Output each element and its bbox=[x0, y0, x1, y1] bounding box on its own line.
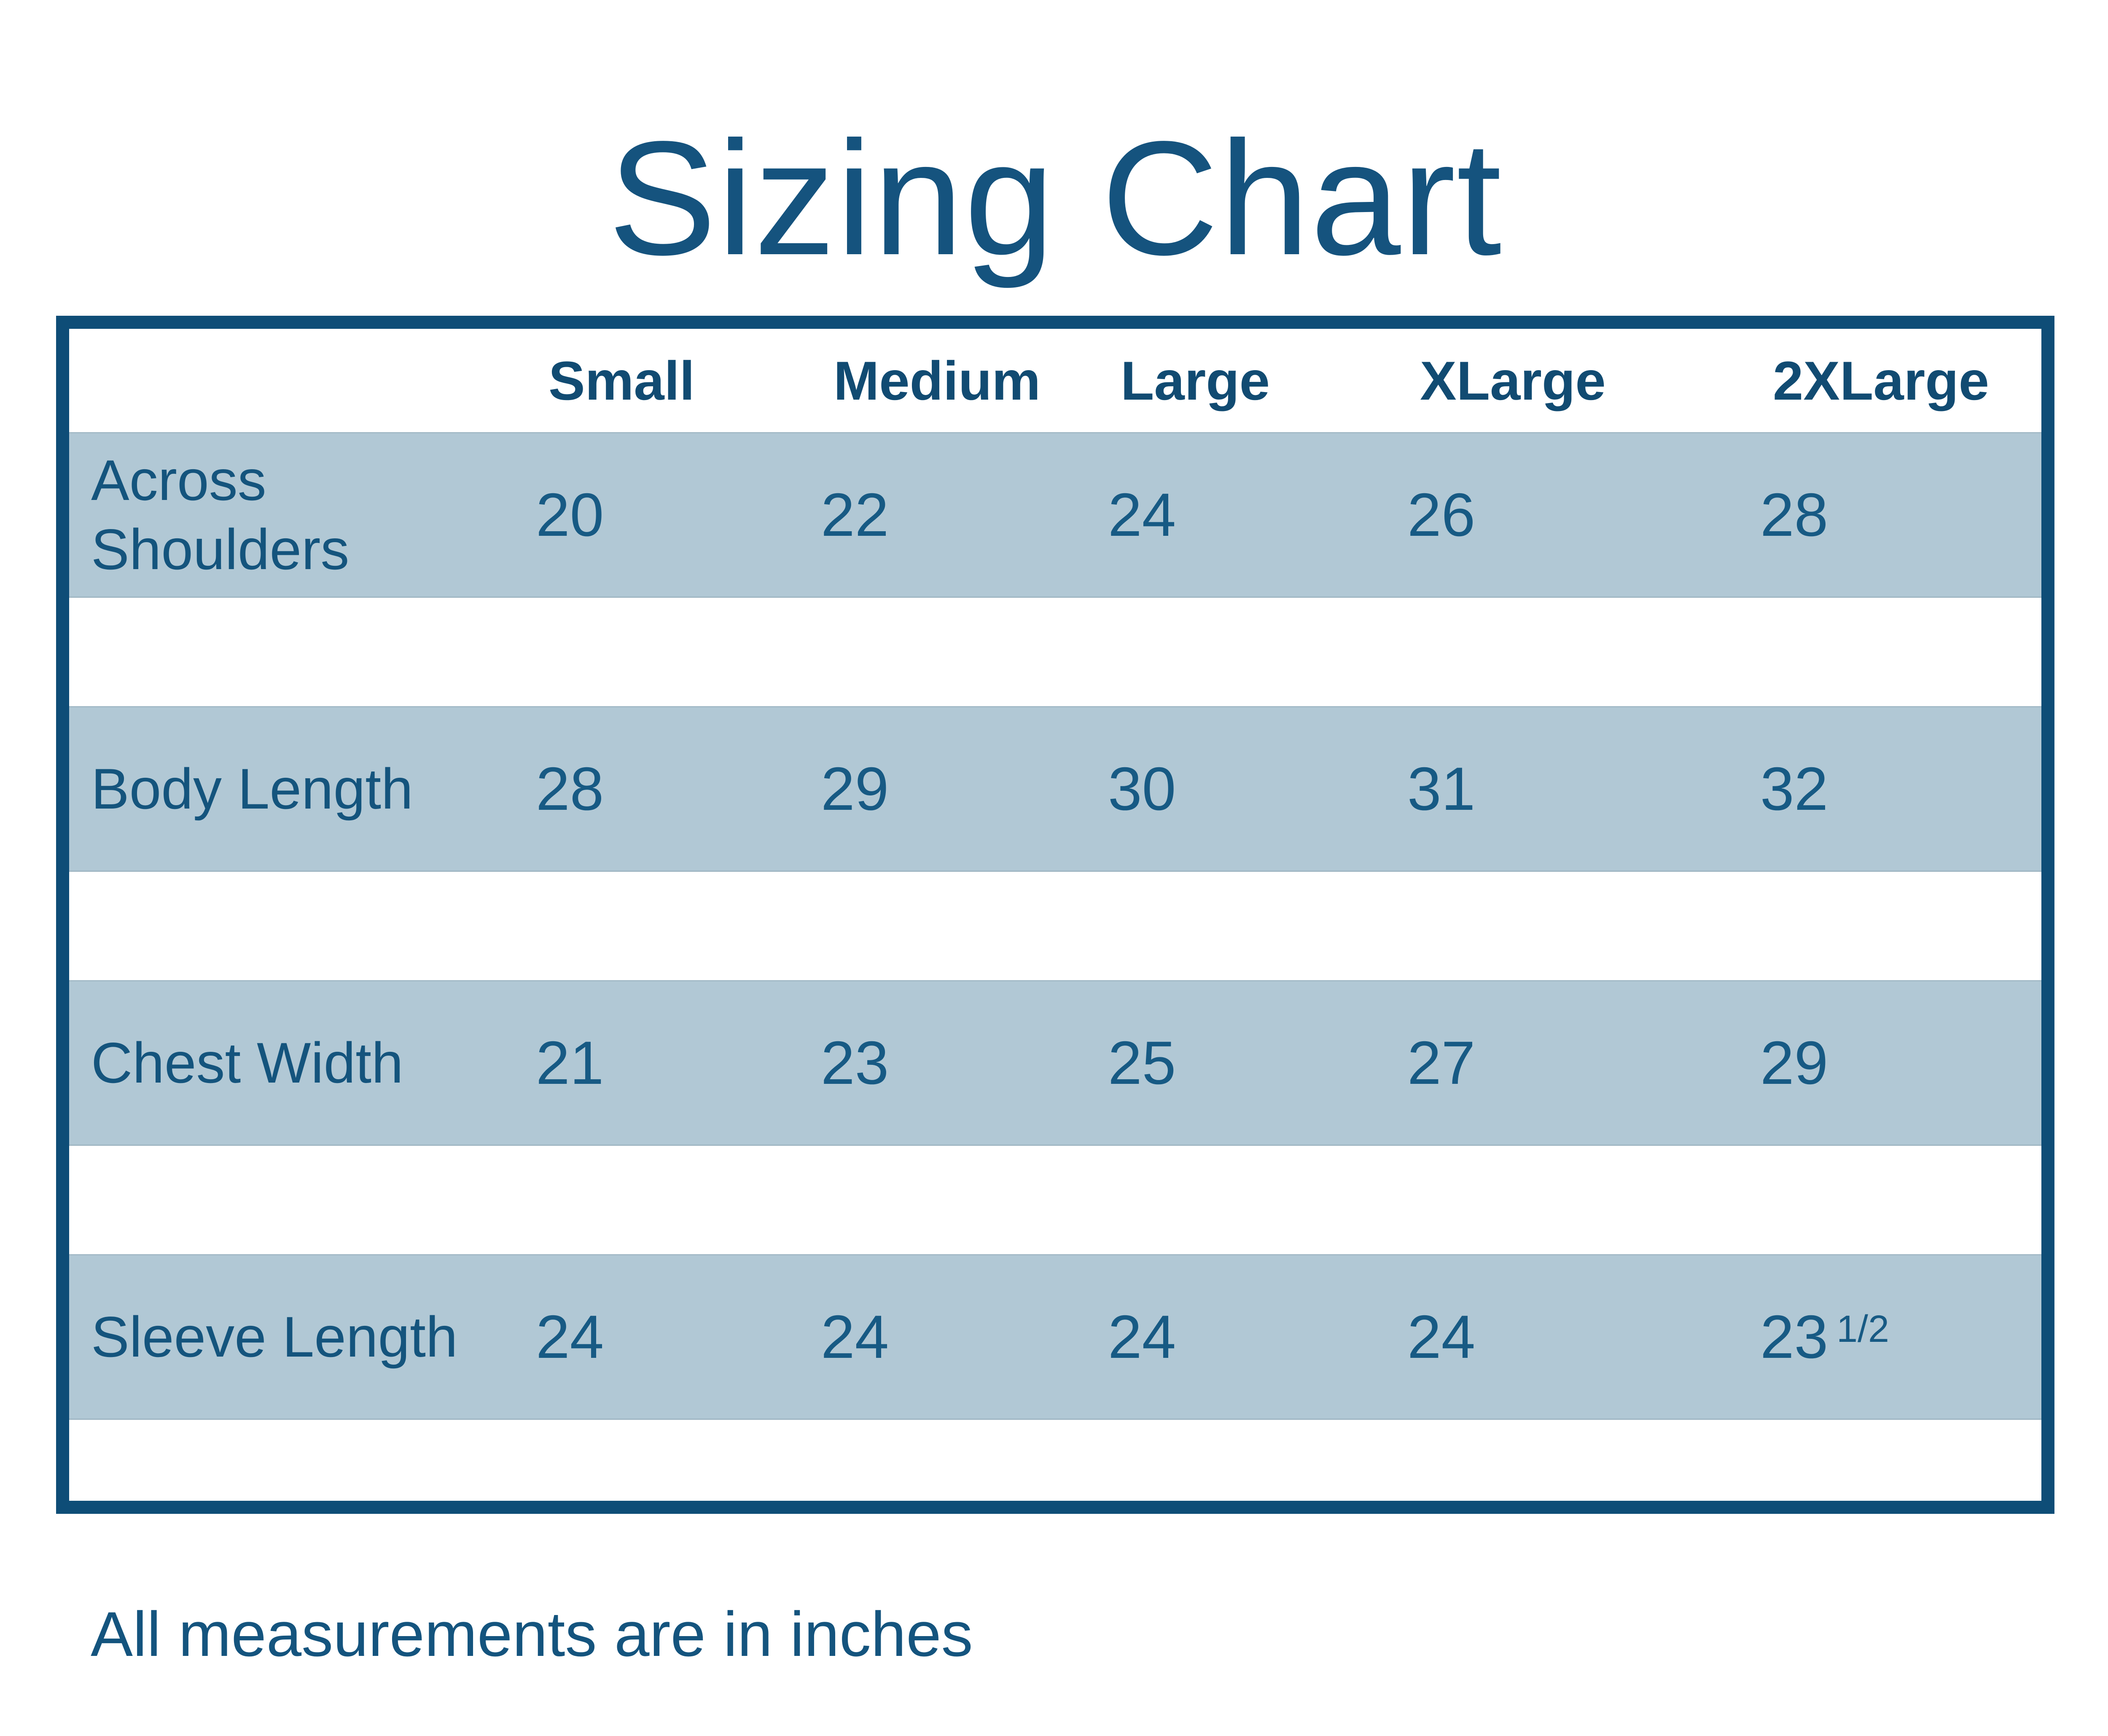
row-label: Across Shoulders bbox=[91, 448, 350, 581]
size-value: 31 bbox=[1407, 755, 1476, 823]
size-value: 21 bbox=[536, 1029, 604, 1097]
size-value: 22 bbox=[821, 481, 889, 549]
table-row-body-length: Body Length 28 29 30 31 32 bbox=[69, 706, 2041, 872]
row-spacer bbox=[69, 598, 2041, 706]
size-value: 24 bbox=[1108, 1303, 1176, 1371]
row-spacer-last bbox=[69, 1420, 2041, 1500]
size-value: 28 bbox=[536, 755, 604, 823]
row-label: Sleeve Length bbox=[91, 1304, 458, 1369]
size-value: 25 bbox=[1108, 1029, 1176, 1097]
measurements-note: All measurements are in inches bbox=[91, 1599, 973, 1669]
table-row-chest-width: Chest Width 21 23 25 27 29 bbox=[69, 980, 2041, 1146]
size-value: 24 bbox=[536, 1303, 604, 1371]
sizing-table: Small Medium Large XLarge 2XLarge Across… bbox=[56, 316, 2054, 1514]
size-value-whole: 23 bbox=[1760, 1303, 1828, 1371]
table-row-sleeve-length: Sleeve Length 24 24 24 24 23 1/2 bbox=[69, 1254, 2041, 1420]
size-value: 24 bbox=[821, 1303, 889, 1371]
column-header-medium: Medium bbox=[834, 349, 1041, 411]
fraction-superscript: 1/2 bbox=[1836, 1308, 1890, 1351]
column-header-2xlarge: 2XLarge bbox=[1773, 349, 1990, 411]
table-header-row: Small Medium Large XLarge 2XLarge bbox=[69, 329, 2041, 432]
size-value: 24 bbox=[1108, 481, 1176, 549]
size-value: 27 bbox=[1407, 1029, 1476, 1097]
size-value: 23 bbox=[821, 1029, 889, 1097]
size-value: 30 bbox=[1108, 755, 1176, 823]
size-value: 20 bbox=[536, 481, 604, 549]
size-value: 29 bbox=[1760, 1029, 1828, 1097]
size-value: 24 bbox=[1407, 1303, 1476, 1371]
row-spacer bbox=[69, 872, 2041, 980]
column-header-xlarge: XLarge bbox=[1420, 349, 1606, 411]
size-value: 26 bbox=[1407, 481, 1476, 549]
row-spacer bbox=[69, 1146, 2041, 1254]
row-label: Body Length bbox=[91, 756, 413, 821]
size-value: 32 bbox=[1760, 755, 1828, 823]
table-row-across-shoulders: Across Shoulders 20 22 24 26 28 bbox=[69, 432, 2041, 598]
row-label: Chest Width bbox=[91, 1030, 403, 1095]
column-header-large: Large bbox=[1121, 349, 1270, 411]
column-header-small: Small bbox=[549, 349, 695, 411]
size-value: 29 bbox=[821, 755, 889, 823]
size-value: 28 bbox=[1760, 481, 1828, 549]
page-title: Sizing Chart bbox=[608, 107, 1503, 289]
size-value: 23 1/2 bbox=[1760, 1302, 2041, 1372]
